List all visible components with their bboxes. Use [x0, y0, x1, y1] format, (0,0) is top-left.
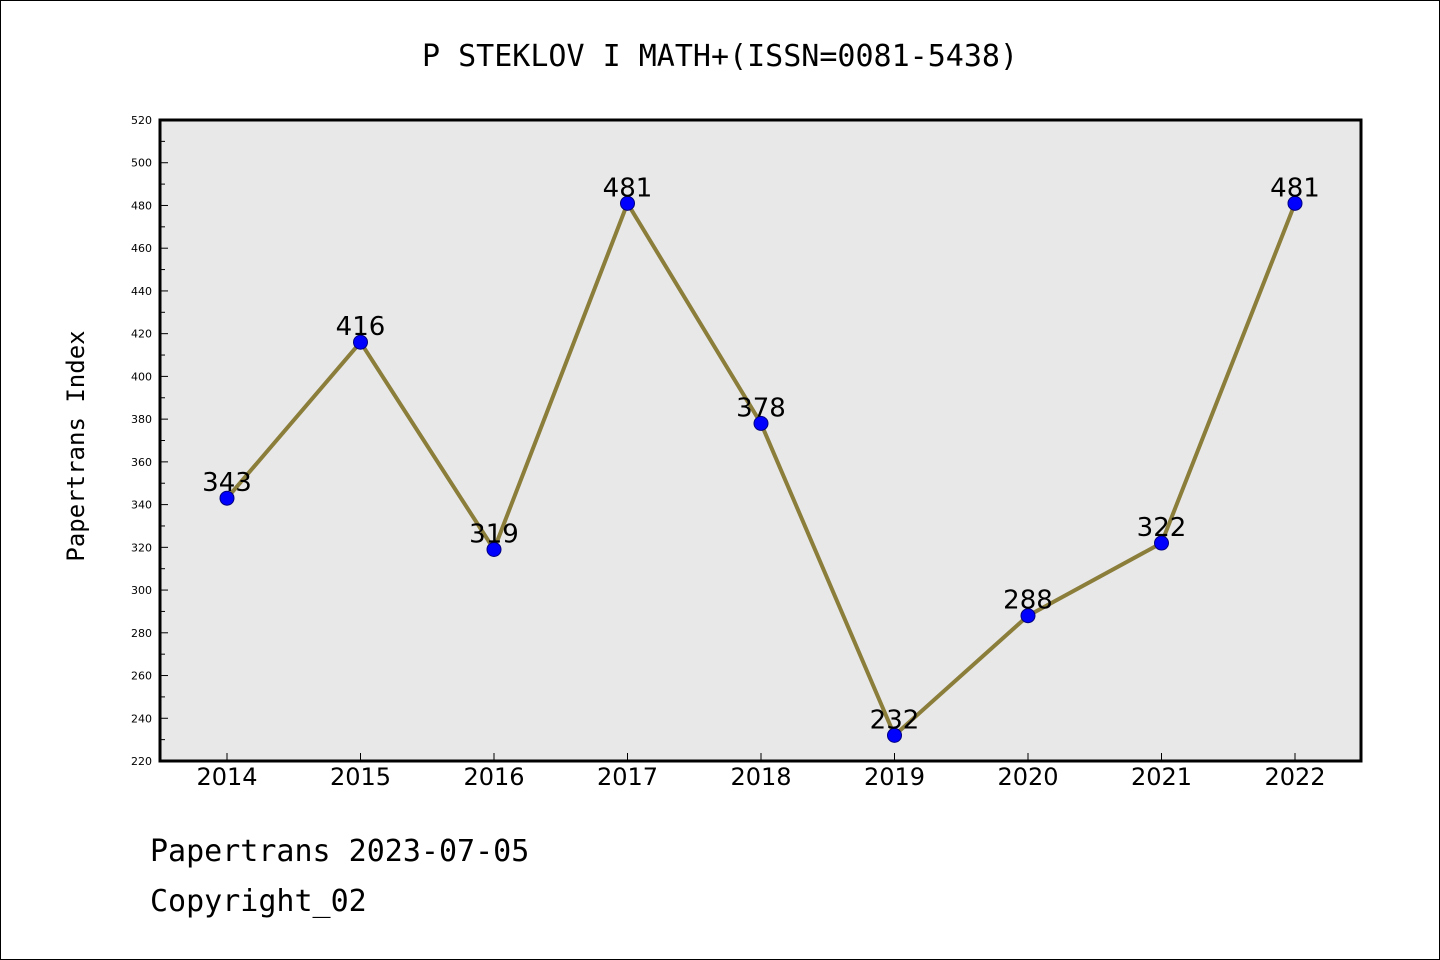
footer-copyright: Copyright_02 [150, 884, 367, 919]
data-label: 319 [469, 519, 519, 549]
footer-source: Papertrans 2023-07-05 [150, 834, 530, 869]
y-tick-label: 500 [131, 157, 152, 170]
y-tick-label: 360 [131, 456, 152, 469]
data-point [620, 195, 635, 211]
y-tick-label: 300 [131, 584, 152, 597]
data-label: 343 [202, 468, 252, 498]
y-tick-label: 340 [131, 499, 152, 512]
y-axis-label: Papertrans Index [62, 330, 90, 561]
plot-area [160, 120, 1361, 761]
x-tick-label: 2017 [597, 763, 658, 791]
data-point [353, 334, 368, 350]
y-tick-label: 480 [131, 199, 152, 212]
y-tick-label: 220 [131, 755, 152, 768]
data-label: 288 [1003, 586, 1053, 616]
data-label: 322 [1137, 513, 1187, 543]
x-tick-label: 2019 [864, 763, 925, 791]
data-point [1020, 608, 1036, 624]
data-point [753, 415, 769, 431]
data-point [486, 541, 502, 557]
y-tick-label: 260 [131, 670, 152, 683]
data-labels: 343 416 319 481 378 232 288 322 481 [202, 173, 1320, 735]
y-tick-label: 400 [131, 370, 152, 383]
x-tick-label: 2022 [1264, 763, 1325, 791]
y-tick-label: 280 [131, 627, 152, 640]
x-tick-label: 2020 [997, 763, 1058, 791]
x-axis: 2014 2015 2016 2017 2018 2019 2020 2021 2022 [196, 753, 1326, 791]
data-label: 416 [336, 312, 386, 342]
data-label: 481 [1270, 173, 1320, 203]
data-label: 232 [870, 705, 920, 735]
x-tick-label: 2015 [330, 763, 391, 791]
y-tick-label: 520 [131, 114, 152, 127]
data-label: 481 [603, 173, 653, 203]
x-tick-label: 2021 [1131, 763, 1192, 791]
y-tick-label: 440 [131, 285, 152, 298]
y-tick-label: 240 [131, 712, 152, 725]
y-tick-label: 460 [131, 242, 152, 255]
x-tick-label: 2016 [463, 763, 524, 791]
data-label: 378 [736, 393, 786, 423]
data-point [1287, 195, 1303, 211]
data-point [1154, 535, 1169, 551]
chart-title: P STEKLOV I MATH+(ISSN=0081-5438) [422, 39, 1018, 74]
y-tick-label: 380 [131, 413, 152, 426]
y-tick-label: 420 [131, 328, 152, 341]
plot-border [158, 118, 1363, 763]
x-tick-label: 2018 [730, 763, 791, 791]
x-tick-label: 2014 [196, 763, 257, 791]
data-point [219, 490, 235, 506]
data-point [887, 727, 902, 743]
series-markers [219, 195, 1303, 743]
y-tick-label: 320 [131, 541, 152, 554]
